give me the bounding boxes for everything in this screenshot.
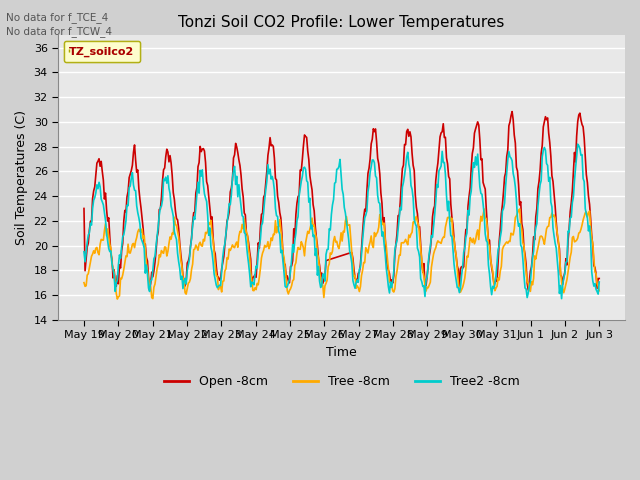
- Text: No data for f_TCW_4: No data for f_TCW_4: [6, 26, 113, 37]
- Y-axis label: Soil Temperatures (C): Soil Temperatures (C): [15, 110, 28, 245]
- Tree2 -8cm: [459, 264, 467, 270]
- Open -8cm: [550, 192, 558, 197]
- Line: Tree -8cm: Tree -8cm: [84, 209, 599, 299]
- Legend: Open -8cm, Tree -8cm, Tree2 -8cm: Open -8cm, Tree -8cm, Tree2 -8cm: [159, 370, 524, 393]
- Tree2 -8cm: [241, 229, 248, 235]
- Open -8cm: [595, 276, 603, 281]
- Tree -8cm: [394, 260, 402, 265]
- Line: Open -8cm: Open -8cm: [84, 111, 599, 290]
- Open -8cm: [241, 212, 249, 218]
- Tree -8cm: [241, 225, 249, 230]
- Open -8cm: [369, 126, 377, 132]
- Tree2 -8cm: [369, 157, 376, 163]
- Tree -8cm: [80, 280, 88, 286]
- Tree2 -8cm: [595, 279, 603, 285]
- Open -8cm: [80, 205, 88, 211]
- Title: Tonzi Soil CO2 Profile: Lower Temperatures: Tonzi Soil CO2 Profile: Lower Temperatur…: [179, 15, 505, 30]
- Tree -8cm: [595, 288, 603, 294]
- Tree2 -8cm: [557, 296, 565, 301]
- Open -8cm: [298, 156, 306, 162]
- Open -8cm: [460, 264, 468, 270]
- Tree -8cm: [480, 206, 488, 212]
- Text: No data for f_TCE_4: No data for f_TCE_4: [6, 12, 109, 23]
- Tree2 -8cm: [298, 179, 305, 184]
- Tree2 -8cm: [393, 238, 401, 244]
- Tree2 -8cm: [574, 141, 582, 147]
- X-axis label: Time: Time: [326, 346, 357, 359]
- Tree2 -8cm: [548, 204, 556, 210]
- Open -8cm: [508, 108, 516, 114]
- Tree -8cm: [113, 296, 121, 302]
- Open -8cm: [394, 213, 402, 218]
- Tree2 -8cm: [80, 249, 88, 254]
- Tree -8cm: [369, 245, 377, 251]
- Line: Tree2 -8cm: Tree2 -8cm: [84, 144, 599, 299]
- Tree -8cm: [550, 212, 558, 218]
- Tree -8cm: [298, 241, 306, 247]
- Tree -8cm: [460, 280, 468, 286]
- Open -8cm: [146, 288, 154, 293]
